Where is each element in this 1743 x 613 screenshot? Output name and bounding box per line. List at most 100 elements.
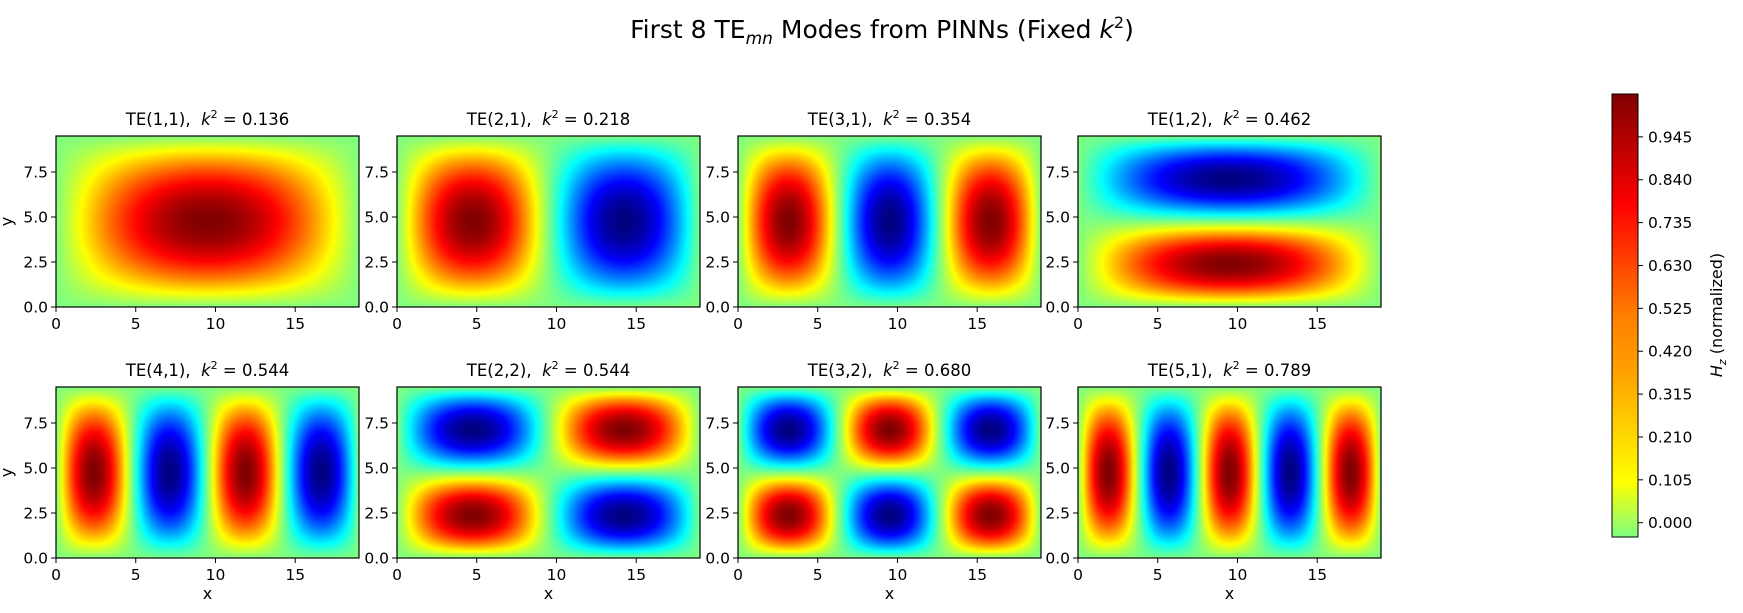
colorbar-tick-label: 0.105 xyxy=(1648,471,1692,489)
x-tick-label: 5 xyxy=(131,566,141,584)
x-tick-label: 10 xyxy=(1228,566,1248,584)
colorbar-label: Hz (normalized) xyxy=(1707,253,1729,377)
x-axis-label: x xyxy=(885,584,894,603)
x-tick-label: 10 xyxy=(547,315,567,333)
x-tick-label: 15 xyxy=(285,315,305,333)
x-tick-label: 0 xyxy=(392,566,402,584)
x-tick-label: 15 xyxy=(285,566,305,584)
panel-title: TE(1,2), k2 = 0.462 xyxy=(1147,108,1311,129)
colorbar-bar xyxy=(1611,93,1639,538)
colorbar-ticks: 0.000 0.105 0.210 0.315 0.420 0.525 0.630 0.735… xyxy=(1638,128,1692,532)
x-tick-label: 0 xyxy=(733,315,743,333)
panel-title: TE(1,1), k2 = 0.136 xyxy=(125,108,289,129)
colorbar-tick-label: 0.420 xyxy=(1648,343,1692,361)
colorbar-tick-label: 0.945 xyxy=(1648,128,1692,146)
x-tick-label: 10 xyxy=(888,315,908,333)
x-tick-label: 10 xyxy=(888,566,908,584)
y-tick-label: 5.0 xyxy=(23,209,48,227)
x-tick-label: 5 xyxy=(813,566,823,584)
x-tick-label: 5 xyxy=(131,315,141,333)
panel-title: TE(4,1), k2 = 0.544 xyxy=(125,359,289,380)
colorbar: 0.000 0.105 0.210 0.315 0.420 0.525 0.630 0.735… xyxy=(1611,93,1729,538)
y-tick-label: 5.0 xyxy=(705,460,730,478)
figure-title: First 8 TEmn Modes from PINNs (Fixed k2) xyxy=(630,13,1134,49)
mode-panel: TE(5,1), k2 = 0.789 0 5 10 15 0.0 2.5 5.0 7.5 x xyxy=(1045,359,1382,603)
colorbar-tick-label: 0.000 xyxy=(1648,514,1692,532)
y-tick-label: 5.0 xyxy=(364,209,389,227)
x-axis-label: x xyxy=(203,584,212,603)
mode-panel: TE(2,2), k2 = 0.544 0 5 10 15 0.0 2.5 5.0 7.5 x xyxy=(364,359,701,603)
colorbar-tick-label: 0.315 xyxy=(1648,386,1692,404)
axes-frame xyxy=(55,135,360,308)
mode-panel: TE(4,1), k2 = 0.544 0 5 10 15 0.0 2.5 5.0 7.5 x y xyxy=(0,359,360,603)
y-tick-label: 5.0 xyxy=(705,209,730,227)
y-tick-label: 7.5 xyxy=(705,415,730,433)
x-tick-label: 5 xyxy=(1153,315,1163,333)
x-tick-label: 0 xyxy=(1073,315,1083,333)
y-tick-label: 5.0 xyxy=(1045,460,1070,478)
y-tick-label: 7.5 xyxy=(23,164,48,182)
mode-panel: TE(3,2), k2 = 0.680 0 5 10 15 0.0 2.5 5.0 7.5 x xyxy=(705,359,1042,603)
y-tick-label: 5.0 xyxy=(364,460,389,478)
x-tick-label: 15 xyxy=(967,315,987,333)
x-tick-label: 15 xyxy=(1307,315,1327,333)
mode-field-image xyxy=(56,387,359,558)
x-tick-label: 15 xyxy=(1307,566,1327,584)
y-tick-label: 7.5 xyxy=(1045,164,1070,182)
x-tick-label: 15 xyxy=(626,566,646,584)
colorbar-tick-label: 0.840 xyxy=(1648,171,1692,189)
axes-frame xyxy=(55,386,360,559)
y-tick-label: 0.0 xyxy=(1045,550,1070,568)
axes-frame xyxy=(737,386,1042,559)
y-tick-label: 0.0 xyxy=(1045,299,1070,317)
y-tick-label: 7.5 xyxy=(23,415,48,433)
x-tick-label: 5 xyxy=(472,566,482,584)
axes-frame xyxy=(396,386,701,559)
y-tick-label: 0.0 xyxy=(23,299,48,317)
x-tick-label: 10 xyxy=(206,566,226,584)
y-tick-label: 2.5 xyxy=(705,505,730,523)
y-tick-label: 2.5 xyxy=(23,254,48,272)
x-tick-label: 0 xyxy=(51,315,61,333)
x-tick-label: 15 xyxy=(967,566,987,584)
panel-title: TE(2,1), k2 = 0.218 xyxy=(466,108,630,129)
x-tick-label: 10 xyxy=(206,315,226,333)
mode-panel: TE(2,1), k2 = 0.218 0 5 10 15 0.0 2.5 5.0 7.5 xyxy=(364,108,701,333)
x-tick-label: 0 xyxy=(392,315,402,333)
y-axis-label: y xyxy=(0,468,16,477)
mode-panel: TE(1,1), k2 = 0.136 0 5 10 15 0.0 2.5 5.0 7.5 y xyxy=(0,108,360,333)
y-axis-label: y xyxy=(0,217,16,226)
mode-panel: TE(3,1), k2 = 0.354 0 5 10 15 0.0 2.5 5.0 7.5 xyxy=(705,108,1042,333)
panel-title: TE(3,2), k2 = 0.680 xyxy=(807,359,971,380)
colorbar-tick-label: 0.525 xyxy=(1648,300,1692,318)
x-tick-label: 0 xyxy=(733,566,743,584)
x-axis-label: x xyxy=(544,584,553,603)
mode-field-image xyxy=(1078,136,1381,307)
y-tick-label: 0.0 xyxy=(23,550,48,568)
y-tick-label: 7.5 xyxy=(1045,415,1070,433)
colorbar-tick-label: 0.630 xyxy=(1648,257,1692,275)
mode-field-image xyxy=(1078,387,1381,558)
colorbar-tick-label: 0.735 xyxy=(1648,214,1692,232)
mode-field-image xyxy=(397,387,700,558)
x-tick-label: 10 xyxy=(547,566,567,584)
y-tick-label: 7.5 xyxy=(705,164,730,182)
y-tick-label: 0.0 xyxy=(705,299,730,317)
y-tick-label: 0.0 xyxy=(364,299,389,317)
mode-field-image xyxy=(397,136,700,307)
mode-field-image xyxy=(738,136,1041,307)
y-tick-label: 0.0 xyxy=(705,550,730,568)
axes-frame xyxy=(737,135,1042,308)
axes-frame xyxy=(396,135,701,308)
y-tick-label: 2.5 xyxy=(23,505,48,523)
x-tick-label: 0 xyxy=(1073,566,1083,584)
x-tick-label: 10 xyxy=(1228,315,1248,333)
x-tick-label: 15 xyxy=(626,315,646,333)
y-tick-label: 2.5 xyxy=(364,254,389,272)
y-tick-label: 7.5 xyxy=(364,415,389,433)
x-tick-label: 5 xyxy=(813,315,823,333)
mode-panel: TE(1,2), k2 = 0.462 0 5 10 15 0.0 2.5 5.0 7.5 xyxy=(1045,108,1382,333)
mode-field-image xyxy=(738,387,1041,558)
y-tick-label: 2.5 xyxy=(705,254,730,272)
